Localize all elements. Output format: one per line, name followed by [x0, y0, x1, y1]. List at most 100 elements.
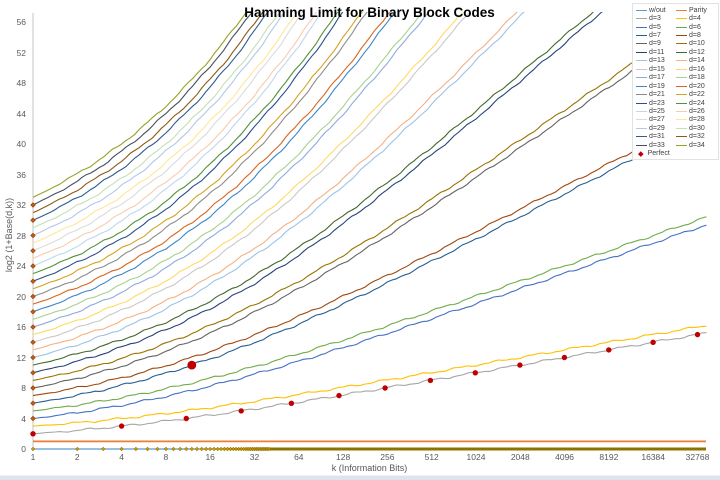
legend-label: d=25	[649, 107, 665, 115]
series-d=32	[32, 12, 264, 214]
series-d=10	[32, 12, 707, 381]
series-d=14	[32, 12, 518, 351]
legend-entry-d6: d=6	[676, 23, 716, 31]
legend-entry-d9: d=9	[636, 40, 676, 48]
legend-entry-d28: d=28	[676, 116, 716, 124]
series-d=30	[32, 12, 281, 229]
legend-label: d=19	[649, 82, 665, 90]
legend-line-swatch	[636, 110, 647, 112]
perfect-hamming-dot	[288, 400, 295, 406]
x-tick-label: 256	[380, 452, 395, 462]
series-d=21	[32, 12, 368, 298]
legend-line-swatch	[676, 136, 687, 138]
legend-entry-d29: d=29	[636, 124, 676, 132]
legend-line-swatch	[676, 94, 687, 96]
legend-entry-d5: d=5	[636, 23, 676, 31]
perfect-trivial-diamonds	[30, 446, 272, 452]
legend-label: d=5	[649, 23, 661, 31]
series-d=26	[32, 12, 318, 259]
legend-entry-d25: d=25	[636, 107, 676, 115]
legend-label: Perfect	[647, 150, 670, 158]
legend-label: d=8	[689, 32, 701, 40]
legend-entry-d18: d=18	[676, 74, 716, 82]
series-d=23	[32, 12, 344, 282]
legend-line-swatch	[636, 136, 647, 138]
legend-line-swatch	[676, 35, 687, 37]
series-d=28	[32, 12, 299, 244]
x-tick-label: 8192	[599, 452, 619, 462]
y-tick-label: 20	[16, 291, 26, 302]
legend-label: d=33	[649, 141, 665, 149]
legend-line-swatch	[636, 102, 647, 104]
series-d=20	[32, 12, 391, 305]
perfect-hamming-dot	[118, 423, 125, 429]
y-tick-label: 8	[21, 383, 26, 393]
legend-label: d=17	[649, 74, 665, 82]
legend-entry-d20: d=20	[676, 82, 716, 90]
series-d=15	[32, 12, 471, 343]
legend-label: w/out	[649, 6, 666, 14]
legend-label: d=24	[689, 99, 705, 107]
legend-entry-d15: d=15	[636, 65, 676, 73]
series-d=18	[32, 12, 423, 320]
x-tick-label: 2048	[510, 452, 530, 462]
legend-line-swatch	[636, 68, 647, 70]
legend-line-swatch	[676, 43, 687, 45]
window-bottom-strip	[0, 475, 720, 480]
x-tick-label: 2	[74, 452, 80, 462]
chart-title: Hamming Limit for Binary Block Codes	[244, 5, 495, 20]
legend-label: d=7	[649, 32, 661, 40]
x-tick-label: 8	[163, 452, 169, 462]
legend-label: d=16	[689, 65, 705, 73]
legend-entry-wout: w/out	[636, 6, 676, 14]
series-d=11	[32, 12, 603, 374]
legend-label: d=28	[689, 116, 705, 124]
perfect-hamming-dot	[606, 347, 612, 353]
series-d=24	[32, 12, 339, 275]
legend-entry-d3: d=3	[636, 14, 676, 22]
y-tick-label: 4	[21, 413, 26, 424]
perfect-hamming-dot	[472, 370, 478, 376]
legend-label: d=27	[649, 116, 665, 124]
legend-label: d=26	[689, 107, 705, 115]
legend-entry-d7: d=7	[636, 31, 676, 39]
x-tick-label: 1024	[466, 452, 486, 462]
series-d=6	[32, 216, 707, 412]
legend-line-swatch	[636, 18, 647, 20]
y-tick-label: 52	[16, 47, 26, 58]
legend-label: d=31	[649, 133, 665, 141]
legend-entry-d32: d=32	[676, 133, 716, 141]
perfect-golay-dot	[187, 360, 197, 370]
legend-label: d=23	[649, 99, 665, 107]
legend-line-swatch	[636, 26, 647, 28]
legend-label: d=12	[689, 48, 705, 56]
legend-entry-d23: d=23	[636, 99, 676, 107]
y-tick-label: 28	[16, 230, 26, 241]
legend-entry-d27: d=27	[636, 116, 676, 124]
series-d=12	[32, 12, 594, 366]
y-tick-label: 12	[16, 352, 26, 363]
legend-label: d=29	[649, 124, 665, 132]
legend-line-swatch	[676, 68, 687, 70]
y-tick-label: 16	[16, 322, 26, 332]
x-tick-label: 32	[249, 452, 260, 462]
legend-entry-d14: d=14	[676, 57, 716, 65]
legend-label: d=15	[649, 65, 665, 73]
y-tick-label: 44	[16, 108, 26, 119]
legend: w/out Parity d=3 d=4 d=5 d=6 d=7 d=8 d=9 d=10 d=11…	[632, 3, 719, 160]
series-d=8	[32, 113, 707, 397]
perfect-hamming-dot	[183, 415, 189, 422]
legend-line-swatch	[636, 94, 647, 96]
perfect-hamming-dot	[517, 362, 523, 368]
legend-line-swatch	[636, 9, 647, 11]
legend-line-swatch	[636, 51, 647, 53]
legend-line-swatch	[676, 26, 687, 28]
legend-entry-d13: d=13	[636, 57, 676, 65]
x-tick-label: 4096	[555, 452, 575, 462]
series-d=29	[32, 12, 286, 237]
legend-label: d=4	[689, 15, 701, 23]
series-d=9	[32, 18, 707, 389]
legend-line-swatch	[636, 35, 647, 37]
x-tick-label: 16384	[641, 452, 665, 462]
